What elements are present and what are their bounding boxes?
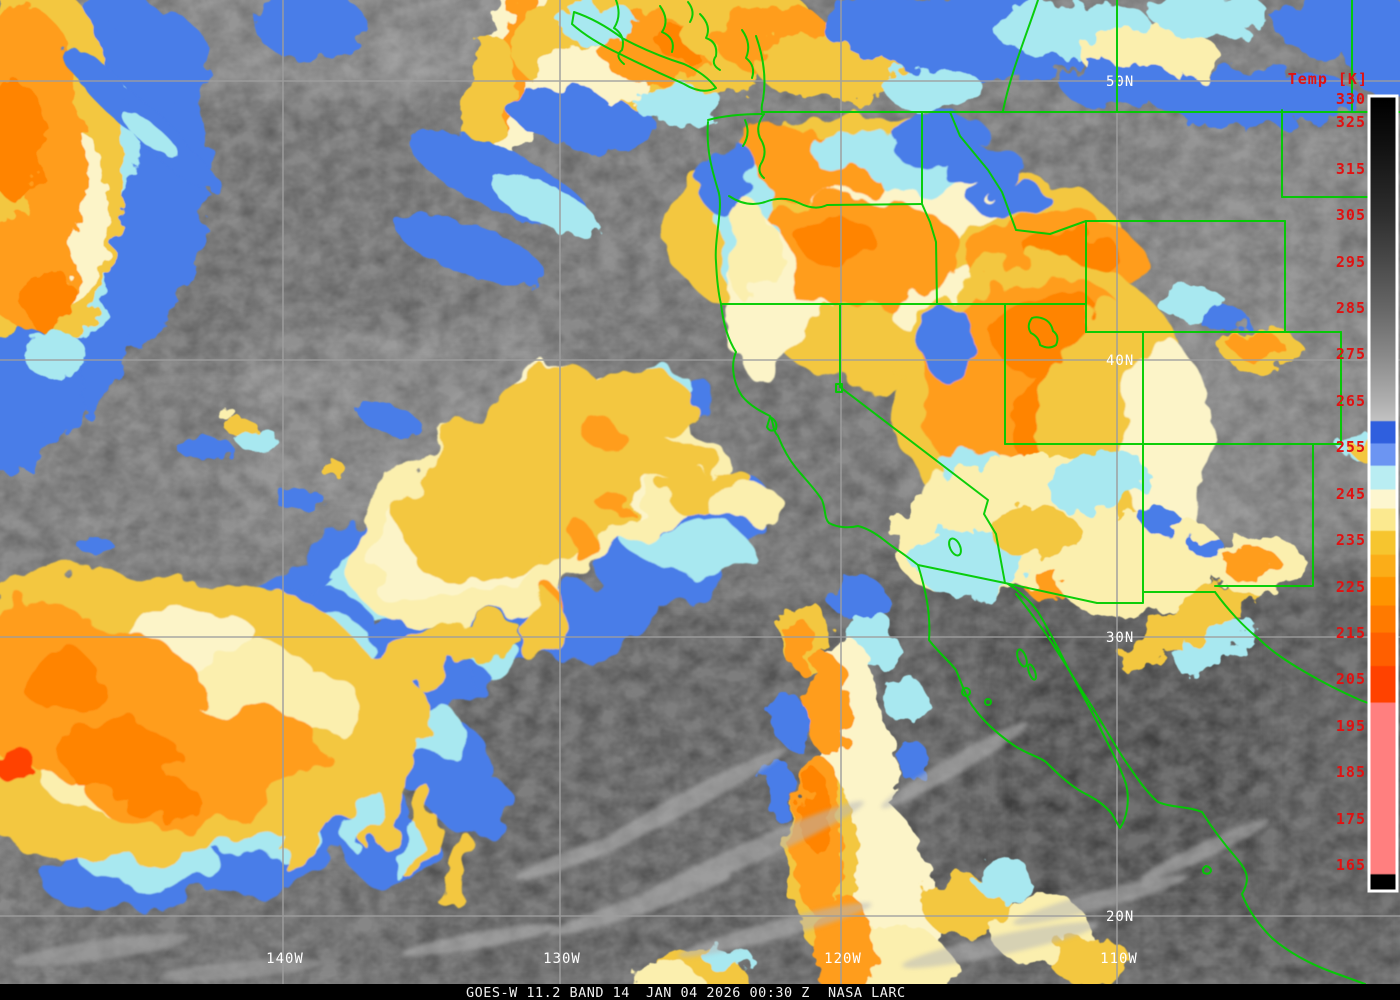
mexico-gulf-coast [1015,593,1366,985]
lat-label-50n: 50N [1106,74,1134,90]
footer-bar: GOES-W 11.2 BAND 14 JAN 04 2026 00:30 Z … [0,984,1400,1000]
gulf-island [1027,663,1037,681]
lon-label-120w: 120W [824,951,862,967]
footer-satellite-label: GOES-W 11.2 BAND 14 [466,985,630,1000]
rio-grande [1214,591,1369,704]
colorbar-tick-330: 330 [1336,90,1366,108]
arizona-mexico-border [1004,582,1216,604]
colorbar-tick-195: 195 [1336,717,1366,735]
strait-juan-de-fuca [707,113,763,121]
colorbar-tick-235: 235 [1336,531,1366,549]
lon-label-140w: 140W [266,951,304,967]
lat-label-30n: 30N [1106,630,1134,646]
hood-canal [742,119,749,147]
cloud-mass-topleft [0,0,210,420]
cloud-belt-topright [715,0,1400,462]
colorbar-tick-295: 295 [1336,253,1366,271]
wa-or-border [728,195,923,209]
bc-coast-inlets [687,1,694,23]
bc-mainland-coast [755,35,766,113]
footer-datetime-label: JAN 04 2026 00:30 Z [646,985,810,1000]
footer-background [0,984,1400,1000]
cloud-mass-bottomleft [0,570,518,910]
colorbar-tick-225: 225 [1336,578,1366,596]
sf-bay [766,416,778,432]
bc-coast-inlets [741,29,755,79]
or-id-border [921,203,938,305]
lake-tahoe [835,383,843,393]
west-coast [706,121,919,566]
lon-label-130w: 130W [543,951,581,967]
bc-coast-inlets [659,5,674,53]
great-salt-lake [1027,316,1059,349]
cloud-band-baja [892,450,1305,673]
bc-coast-inlets [613,0,625,65]
baja-lagoon [984,698,992,706]
us-mexico-border [917,564,1006,584]
lat-label-40n: 40N [1106,353,1134,369]
colorbar-tick-285: 285 [1336,299,1366,317]
colorbar-tick-265: 265 [1336,392,1366,410]
colorbar-tick-315: 315 [1336,160,1366,178]
bc-coast-inlets [699,13,721,71]
colorbar-tick-175: 175 [1336,810,1366,828]
gulf-island [1016,648,1028,668]
baja-east-coast [1007,583,1129,829]
colorbar-tick-255: 255 [1336,438,1366,456]
colorbar-tick-205: 205 [1336,670,1366,688]
id-mt-border [949,111,1087,235]
colorbar-ticks: 330 325 315 305 295 285 275 265 255 245 235 225 215 2… [1336,90,1366,874]
colorbar-tick-185: 185 [1336,763,1366,781]
cloud-specks-midocean [177,129,601,510]
colorbar-tick-325: 325 [1336,113,1366,131]
salton-sea [948,537,962,557]
footer-credit-label: NASA LARC [828,985,906,1000]
cloud-wisps-dark-ocean [10,721,1269,982]
mexico-coast-island [1201,865,1212,875]
colorbar-tick-215: 215 [1336,624,1366,642]
baja-west-coast [917,564,1121,829]
colorbar-gradient-bar [1367,94,1399,893]
lat-label-20n: 20N [1106,909,1134,925]
colorbar-tick-275: 275 [1336,345,1366,363]
colorbar: Temp [K] 330 325 315 305 295 285 275 265 255 245 2… [1288,70,1399,893]
colorbar-title: Temp [K] [1288,70,1368,88]
colorbar-tick-305: 305 [1336,206,1366,224]
colorbar-tick-165: 165 [1336,856,1366,874]
cloud-comma-central [246,360,785,705]
puget-sound [757,113,766,179]
baja-lagoon [961,687,971,697]
graticule-labels: 50N 40N 30N 20N 140W 130W 120W 110W [266,74,1138,967]
bc-alberta-border [1002,0,1039,112]
colorbar-tick-245: 245 [1336,485,1366,503]
colorado-river [839,386,1006,584]
map-outlines [571,0,1400,985]
lon-label-110w: 110W [1100,951,1138,967]
